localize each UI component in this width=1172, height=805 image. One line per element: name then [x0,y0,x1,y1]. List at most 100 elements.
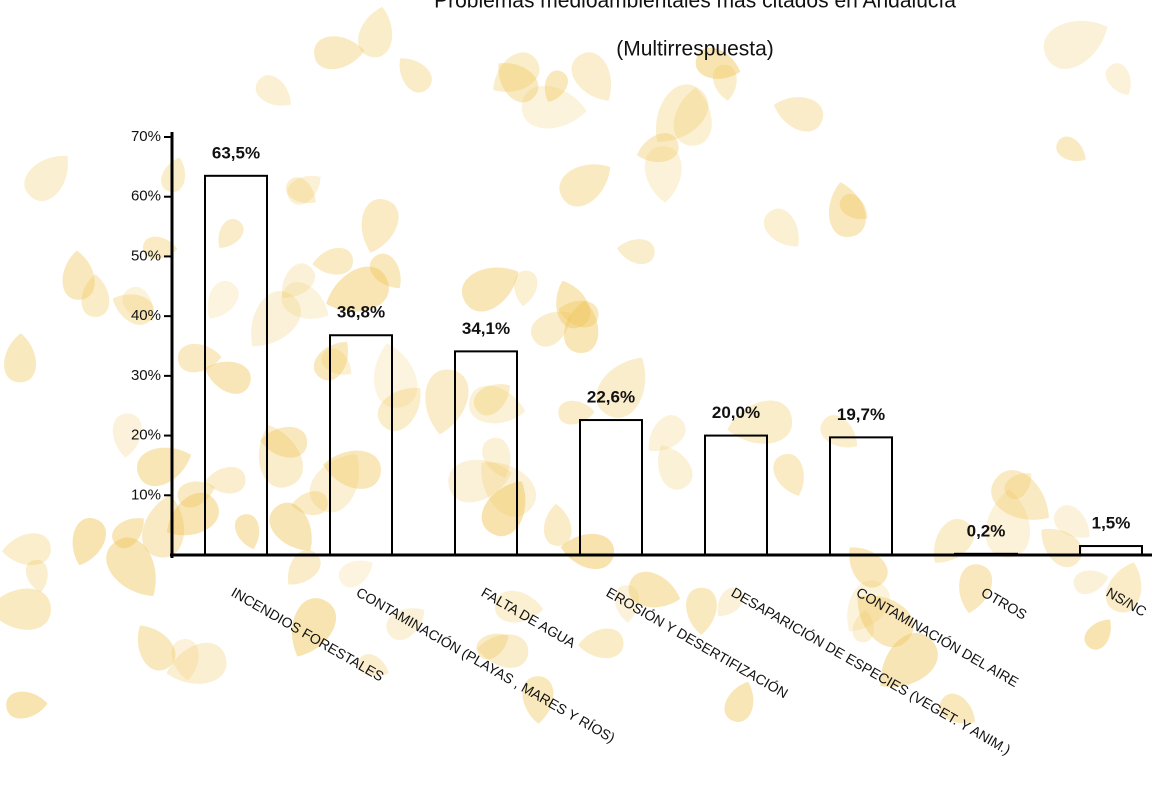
leaf [498,63,539,103]
leaf [313,341,348,381]
leaf [493,52,540,92]
value-label: 34,1% [462,319,510,338]
leaf [286,177,316,204]
leaf [773,97,824,132]
leaf [72,517,106,566]
leaf [24,156,68,202]
bar [829,436,893,556]
leaf [137,625,176,671]
leaf [312,247,353,275]
leaf [161,157,186,192]
leaf [636,133,679,162]
leaf [218,219,244,249]
leaf [648,415,686,451]
leaf [143,236,178,260]
leaf [314,36,365,70]
leaf [727,400,793,444]
leaf [880,633,938,687]
leaf [291,491,328,516]
value-label: 22,6% [587,388,635,407]
y-tick-label: 30% [131,367,161,384]
leaf [1004,473,1032,500]
bar [204,174,268,556]
leaf [564,300,599,353]
leaf [571,52,612,101]
leaf [462,267,519,312]
leaf [985,489,1031,558]
value-label: 36,8% [337,303,385,322]
leaf [4,333,36,383]
leaf [112,518,144,549]
leaf [469,385,526,424]
leaf [358,6,393,58]
leaf [377,388,421,432]
leaf [658,445,693,490]
leaf [6,691,48,719]
leaf [358,654,389,677]
chart-title: Problemas medioambientales más citados e… [434,0,956,13]
leaf [828,182,866,237]
leaf [713,64,737,101]
leaf [522,676,554,724]
leaf [136,447,192,486]
leaf [122,286,154,322]
y-tick-label: 20% [131,427,161,444]
leaf [477,634,529,668]
leaf [2,533,51,566]
value-label: 20,0% [712,403,760,422]
leaf [857,595,914,648]
value-label: 19,7% [837,405,885,424]
leaf [673,87,712,146]
leaf [473,384,510,416]
leaf [448,459,512,503]
leaf [933,518,974,563]
leaf [514,270,538,307]
leaf [544,70,568,103]
leaf [849,547,888,588]
leaf [361,199,399,253]
x-tick-label: CONTAMINACIÓN (PLAYAS , MARES Y RÍOS) [354,584,618,746]
leaf [543,503,572,546]
leaf [939,693,976,724]
leaf [0,588,51,630]
leaf [724,681,754,723]
leaf [260,426,308,458]
leaf [258,424,303,488]
leaf [255,75,292,106]
y-tick-label: 70% [131,128,161,145]
leaf [322,450,381,489]
background-leaves [0,6,1142,724]
leaf [847,580,890,632]
leaf [1053,505,1090,538]
leaf [369,253,401,289]
leaf [644,146,682,203]
leaf [81,274,110,317]
leaf [287,549,321,585]
leaf [112,413,142,458]
leaf [399,58,432,93]
y-tick-label: 60% [131,188,161,205]
leaf [476,633,509,660]
leaf [481,481,526,536]
leaf [171,639,199,681]
leaf [1041,528,1083,568]
leaf [686,587,717,635]
bar [954,552,1018,557]
leaf [578,628,624,659]
leaf [326,266,389,312]
leaf [1073,570,1109,595]
leaf [559,164,611,207]
leaf [481,462,536,517]
leaf [234,514,260,550]
leaf [596,357,646,418]
leaf [556,280,591,329]
leaf [287,175,321,205]
leaf [614,585,640,623]
leaf [558,400,595,425]
x-tick-label: OTROS [979,584,1030,623]
leaf [166,642,227,684]
leaf [425,369,469,435]
leaf [292,598,336,657]
leaf [112,294,154,325]
